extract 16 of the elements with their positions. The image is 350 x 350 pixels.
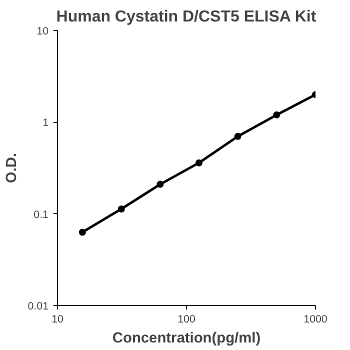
y-tick-label: 0.1 (34, 208, 49, 221)
point (234, 132, 242, 140)
y-tick-label: 1 (42, 117, 49, 130)
y-tick-label: 10 (36, 26, 49, 38)
y-axis-title: O.D. (4, 152, 20, 184)
x-tick-label: 1000 (304, 314, 328, 326)
x-tick-label: 100 (178, 314, 196, 326)
y-tick-label: 0.01 (28, 300, 49, 312)
point (118, 205, 125, 212)
x-axis-title: Concentration(pg/ml) (112, 330, 261, 346)
chart-title: Human Cystatin D/CST5 ELISA Kit (56, 8, 317, 26)
point (273, 111, 280, 118)
point (196, 159, 202, 166)
point (156, 180, 164, 188)
x-tick-label: 10 (52, 314, 64, 326)
point (78, 228, 86, 236)
